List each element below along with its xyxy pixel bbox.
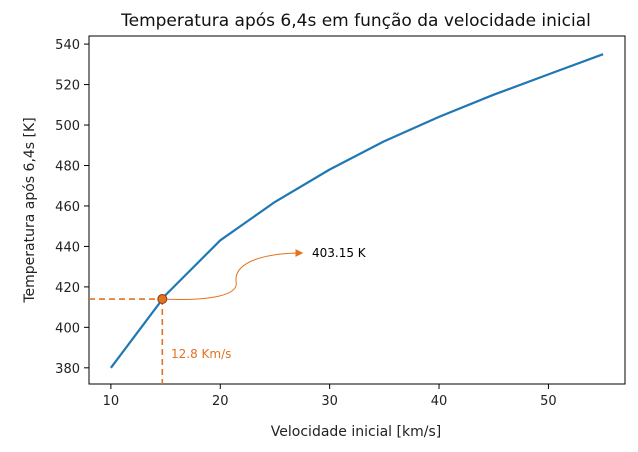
annotation-layer: [89, 249, 304, 384]
y-axis-title: Temperatura após 6,4s [K]: [22, 117, 38, 303]
y-tick-label: 420: [55, 281, 80, 296]
x-axis: 10 20 30 40 50: [103, 384, 557, 409]
y-tick-label: 540: [55, 38, 80, 53]
y-tick-label: 480: [55, 159, 80, 174]
x-tick-label: 20: [212, 394, 229, 409]
highlight-point: [157, 294, 168, 305]
series-layer: [110, 53, 604, 369]
x-tick-label: 30: [321, 394, 338, 409]
y-tick-label: 500: [55, 119, 80, 134]
annotation-arrow: [162, 249, 304, 300]
x-axis-title: Velocidade inicial [km/s]: [271, 424, 441, 440]
chart-title: Temperatura após 6,4s em função da veloc…: [120, 11, 591, 31]
y-tick-label: 460: [55, 200, 80, 215]
plot-area: [88, 35, 626, 385]
x-annotation-label: 12.8 Km/s: [171, 347, 231, 361]
x-tick-label: 50: [540, 394, 557, 409]
value-annotation-label: 403.15 K: [312, 246, 367, 260]
y-tick-label: 520: [55, 79, 80, 94]
y-tick-label: 380: [55, 362, 80, 377]
y-tick-label: 440: [55, 240, 80, 255]
series-line: [110, 53, 604, 369]
x-tick-label: 10: [103, 394, 120, 409]
y-axis: 380 400 420 440 460 480 500 520 540: [55, 38, 89, 377]
y-tick-label: 400: [55, 321, 80, 336]
x-tick-label: 40: [431, 394, 448, 409]
